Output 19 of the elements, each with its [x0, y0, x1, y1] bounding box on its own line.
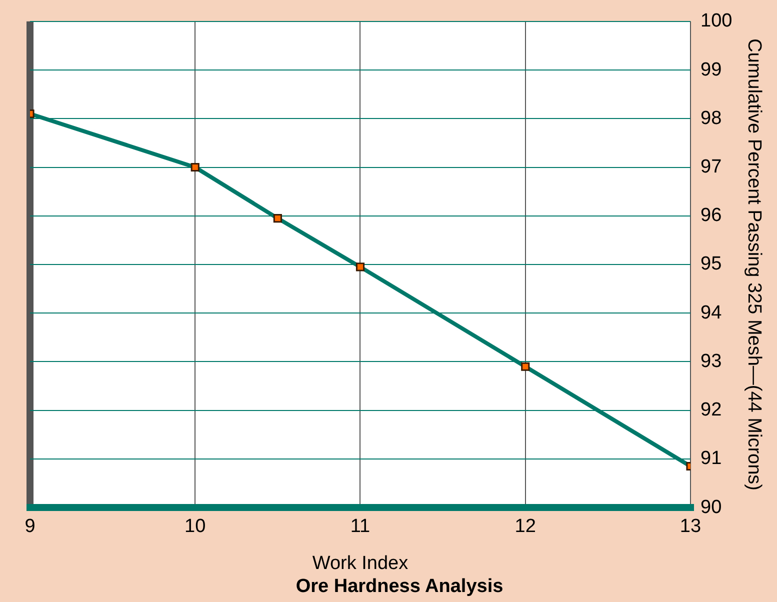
x-tick-label: 13 [680, 516, 702, 538]
text: Ore Hardness Analysis [296, 576, 504, 597]
y-tick-label: 95 [700, 254, 722, 275]
y-tick-label: 91 [700, 448, 722, 470]
y-tick-label: 92 [700, 400, 722, 421]
y-tick-label: 96 [700, 205, 722, 226]
y-tick-label: 94 [700, 302, 722, 324]
y-tick-label: 97 [700, 156, 722, 178]
y-tick-label: 98 [700, 108, 722, 129]
y-axis-title: Cumulative Percent Passing 325 Mesh—(44 Microns) [743, 38, 764, 490]
y-tick-label: 90 [700, 496, 722, 518]
y-tick-label: 93 [700, 350, 722, 372]
x-axis-title: Work Index [312, 553, 409, 574]
x-tick-label: 9 [24, 516, 36, 538]
y-tick-label: 100 [700, 10, 732, 32]
x-tick-label: 10 [184, 516, 206, 538]
x-tick-label: 12 [514, 516, 536, 538]
y-tick-label: 99 [700, 59, 722, 80]
x-tick-label: 11 [350, 516, 370, 538]
